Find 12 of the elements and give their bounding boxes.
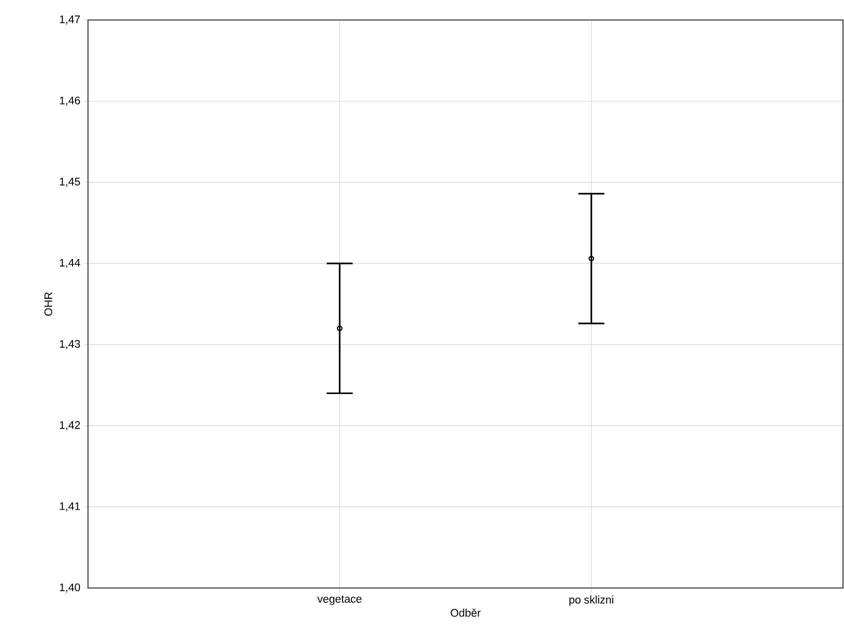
y-tick-label: 1,47 — [60, 16, 80, 24]
y-tick-label: 1,45 — [60, 178, 80, 187]
y-tick-label: 1,43 — [60, 340, 80, 350]
x-tick-label: po sklizni — [569, 596, 614, 606]
x-tick-label: vegetace — [317, 596, 362, 605]
y-tick-label: 1,44 — [60, 258, 80, 268]
y-tick-label: 1,46 — [60, 96, 80, 106]
x-axis-title: Odběr — [450, 608, 481, 617]
y-tick-label: 1,41 — [60, 502, 80, 512]
y-tick-label: 1,42 — [60, 421, 80, 430]
y-tick-label: 1,40 — [60, 583, 80, 593]
y-axis-title: OHR — [44, 292, 52, 316]
